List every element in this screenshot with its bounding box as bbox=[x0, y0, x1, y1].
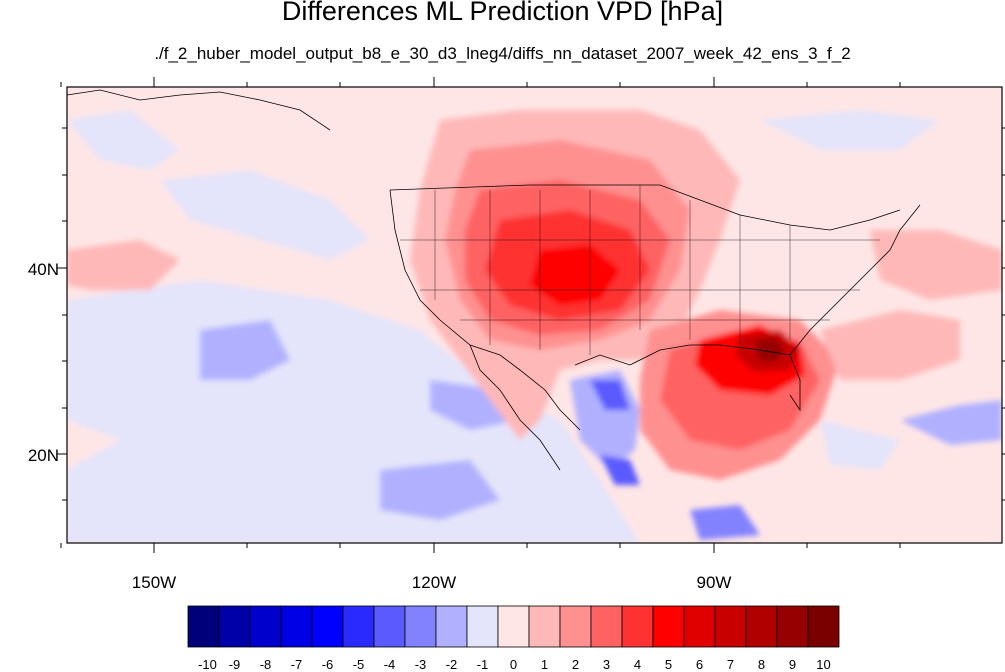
colorbar-label: 6 bbox=[696, 657, 703, 672]
colorbar-swatch bbox=[559, 605, 592, 648]
map-subtitle: ./f_2_huber_model_output_b8_e_30_d3_lneg… bbox=[154, 44, 851, 63]
colorbar-swatch bbox=[187, 605, 220, 648]
colorbar-label: 9 bbox=[789, 657, 796, 672]
colorbar-label: 4 bbox=[634, 657, 641, 672]
colorbar-swatch bbox=[218, 605, 251, 648]
colorbar-label: 7 bbox=[727, 657, 734, 672]
lat-tick-label: 40N bbox=[28, 260, 59, 279]
lat-tick-label: 20N bbox=[28, 446, 59, 465]
lon-tick-label: 90W bbox=[697, 573, 732, 592]
colorbar-label: 8 bbox=[758, 657, 765, 672]
colorbar-swatch bbox=[435, 605, 468, 648]
colorbar-swatch bbox=[714, 605, 747, 648]
colorbar-swatch bbox=[745, 605, 778, 648]
colorbar-swatch bbox=[683, 605, 716, 648]
colorbar-label: -9 bbox=[229, 657, 241, 672]
colorbar-swatch bbox=[373, 605, 406, 648]
colorbar-label: 2 bbox=[572, 657, 579, 672]
colorbar-label: -5 bbox=[353, 657, 365, 672]
colorbar-swatch bbox=[652, 605, 685, 648]
colorbar-swatch bbox=[404, 605, 437, 648]
map-field bbox=[67, 87, 1002, 543]
colorbar-label: -3 bbox=[415, 657, 427, 672]
colorbar-swatch bbox=[528, 605, 561, 648]
colorbar-label: -2 bbox=[446, 657, 458, 672]
colorbar-swatch bbox=[311, 605, 344, 648]
colorbar: -10 -9 -8 -7 -6 -5 -4 -3 -2 -1 0 1 2 3 4 5 6 7 8 9 10 bbox=[187, 605, 840, 672]
colorbar-label: -8 bbox=[260, 657, 272, 672]
colorbar-swatch bbox=[590, 605, 623, 648]
colorbar-swatch bbox=[776, 605, 809, 648]
colorbar-label: 3 bbox=[603, 657, 610, 672]
colorbar-swatch bbox=[280, 605, 313, 648]
colorbar-label: -4 bbox=[384, 657, 396, 672]
colorbar-label: 1 bbox=[541, 657, 548, 672]
colorbar-swatch bbox=[497, 605, 530, 648]
colorbar-label: -1 bbox=[477, 657, 489, 672]
colorbar-label: -6 bbox=[322, 657, 334, 672]
colorbar-swatch bbox=[342, 605, 375, 648]
state-borders bbox=[400, 185, 880, 355]
colorbar-label: 0 bbox=[510, 657, 517, 672]
colorbar-label: -10 bbox=[198, 657, 217, 672]
lon-tick-label: 120W bbox=[412, 573, 456, 592]
colorbar-swatch bbox=[807, 605, 840, 648]
colorbar-label: 10 bbox=[816, 657, 830, 672]
colorbar-label: -7 bbox=[291, 657, 303, 672]
lon-tick-label: 150W bbox=[132, 573, 176, 592]
colorbar-swatch bbox=[249, 605, 282, 648]
colorbar-swatch bbox=[466, 605, 499, 648]
map-title: Differences ML Prediction VPD [hPa] bbox=[281, 0, 724, 26]
colorbar-swatch bbox=[621, 605, 654, 648]
colorbar-label: 5 bbox=[665, 657, 672, 672]
